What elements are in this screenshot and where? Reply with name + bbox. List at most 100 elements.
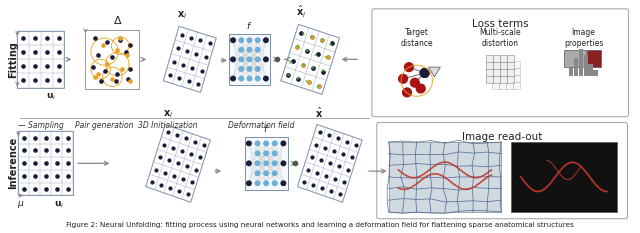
Circle shape bbox=[239, 67, 243, 71]
Bar bbox=[588, 64, 593, 76]
Bar bbox=[500, 55, 507, 62]
Bar bbox=[513, 75, 520, 82]
FancyBboxPatch shape bbox=[229, 34, 270, 85]
Polygon shape bbox=[163, 26, 216, 93]
Text: $\Delta$: $\Delta$ bbox=[113, 14, 122, 26]
Bar bbox=[507, 69, 514, 76]
Text: $\mathbf{u}_i$: $\mathbf{u}_i$ bbox=[54, 199, 64, 210]
Bar bbox=[506, 82, 513, 89]
FancyBboxPatch shape bbox=[17, 31, 65, 88]
Circle shape bbox=[420, 69, 429, 77]
Circle shape bbox=[239, 38, 243, 42]
Bar bbox=[593, 70, 598, 76]
Text: $\mathbf{x}_i$: $\mathbf{x}_i$ bbox=[177, 10, 188, 21]
Bar bbox=[499, 75, 506, 82]
Bar bbox=[579, 49, 583, 76]
Bar bbox=[499, 82, 506, 89]
Circle shape bbox=[264, 76, 268, 81]
Circle shape bbox=[264, 38, 268, 42]
Polygon shape bbox=[146, 124, 211, 202]
Circle shape bbox=[246, 141, 251, 146]
Circle shape bbox=[264, 141, 268, 146]
Bar bbox=[507, 62, 514, 69]
Circle shape bbox=[420, 69, 429, 77]
Bar bbox=[500, 69, 507, 76]
Bar bbox=[506, 75, 513, 82]
Circle shape bbox=[246, 161, 251, 166]
Circle shape bbox=[264, 171, 268, 175]
Bar bbox=[492, 75, 499, 82]
Text: Pair generation: Pair generation bbox=[76, 120, 134, 130]
Bar bbox=[507, 76, 514, 83]
Circle shape bbox=[247, 76, 252, 81]
Text: $\hat{\mathbf{x}}_i$: $\hat{\mathbf{x}}_i$ bbox=[296, 3, 307, 20]
Circle shape bbox=[264, 57, 268, 62]
FancyBboxPatch shape bbox=[86, 30, 140, 89]
Circle shape bbox=[239, 57, 243, 62]
Text: Fitting: Fitting bbox=[8, 41, 19, 78]
Circle shape bbox=[264, 151, 268, 156]
FancyBboxPatch shape bbox=[388, 142, 501, 212]
Circle shape bbox=[273, 171, 277, 175]
Polygon shape bbox=[429, 67, 440, 77]
Text: Target
distance: Target distance bbox=[401, 28, 433, 48]
Text: 3D Initialization: 3D Initialization bbox=[138, 120, 198, 130]
Bar bbox=[507, 55, 514, 62]
Bar bbox=[493, 55, 500, 62]
Text: Loss terms: Loss terms bbox=[472, 19, 529, 29]
Bar bbox=[492, 61, 499, 68]
Bar bbox=[513, 68, 520, 75]
Bar bbox=[569, 68, 573, 76]
Bar bbox=[506, 68, 513, 75]
Bar bbox=[506, 61, 513, 68]
FancyBboxPatch shape bbox=[564, 50, 586, 67]
Bar bbox=[584, 55, 588, 76]
Circle shape bbox=[273, 151, 277, 156]
Text: Deformation field: Deformation field bbox=[228, 120, 294, 130]
Bar bbox=[493, 76, 500, 83]
Text: $f$: $f$ bbox=[263, 123, 269, 134]
Circle shape bbox=[231, 57, 236, 62]
Bar bbox=[513, 82, 520, 89]
Bar bbox=[486, 76, 493, 83]
Bar bbox=[493, 62, 500, 69]
Circle shape bbox=[255, 141, 260, 146]
Circle shape bbox=[403, 88, 412, 97]
Circle shape bbox=[273, 181, 277, 185]
Text: Figure 2: Neural Unfolding: fitting process using neural networks and learning a: Figure 2: Neural Unfolding: fitting proc… bbox=[66, 223, 574, 228]
Circle shape bbox=[255, 76, 260, 81]
Circle shape bbox=[281, 141, 285, 146]
Circle shape bbox=[231, 76, 236, 81]
Bar bbox=[500, 76, 507, 83]
Bar bbox=[499, 61, 506, 68]
Circle shape bbox=[255, 57, 260, 62]
Circle shape bbox=[255, 67, 260, 71]
Text: $\mathbf{x}_i$: $\mathbf{x}_i$ bbox=[163, 108, 173, 120]
Bar bbox=[486, 55, 493, 62]
Circle shape bbox=[417, 84, 425, 93]
FancyBboxPatch shape bbox=[511, 142, 617, 212]
Circle shape bbox=[247, 57, 252, 62]
Circle shape bbox=[239, 48, 243, 52]
FancyBboxPatch shape bbox=[372, 9, 628, 117]
Circle shape bbox=[264, 181, 268, 185]
Circle shape bbox=[255, 151, 260, 156]
FancyBboxPatch shape bbox=[19, 131, 73, 195]
Circle shape bbox=[281, 161, 285, 166]
Circle shape bbox=[255, 161, 260, 166]
Polygon shape bbox=[298, 124, 362, 202]
Circle shape bbox=[247, 67, 252, 71]
Bar bbox=[492, 68, 499, 75]
Text: Image read-out: Image read-out bbox=[462, 132, 542, 142]
Circle shape bbox=[264, 161, 268, 166]
Bar bbox=[499, 68, 506, 75]
FancyBboxPatch shape bbox=[377, 123, 627, 219]
Bar bbox=[500, 62, 507, 69]
Text: Multi-scale
distortion: Multi-scale distortion bbox=[479, 28, 521, 48]
FancyBboxPatch shape bbox=[244, 137, 288, 190]
Text: $f$: $f$ bbox=[246, 20, 253, 31]
Circle shape bbox=[273, 141, 277, 146]
Bar bbox=[513, 61, 520, 68]
Bar bbox=[486, 62, 493, 69]
Text: $\mu$: $\mu$ bbox=[17, 199, 24, 210]
